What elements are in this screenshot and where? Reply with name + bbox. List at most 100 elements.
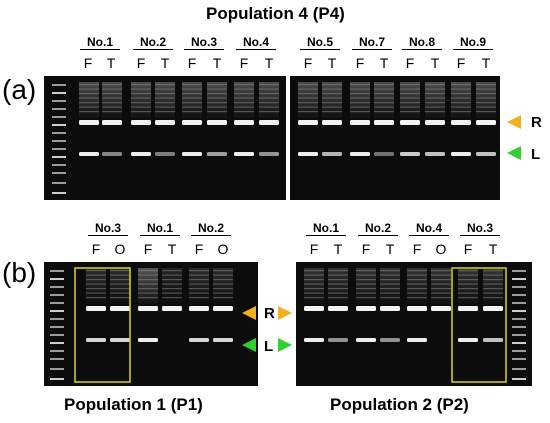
lower-band: [328, 338, 348, 342]
lane-label: T: [212, 55, 222, 71]
smear: [380, 268, 400, 304]
ladder-band: [50, 278, 64, 280]
smear-band: [79, 84, 99, 86]
lower-band: [350, 152, 370, 156]
smear-band: [451, 93, 471, 95]
upper-band: [155, 120, 175, 125]
smear-band: [162, 274, 182, 276]
smear-band: [298, 84, 318, 86]
smear-band: [400, 97, 420, 99]
smear-band: [425, 111, 445, 113]
ladder-band: [50, 368, 64, 370]
upper-band-arrow-b-left: [242, 306, 256, 320]
upper-band: [451, 120, 471, 125]
smear: [79, 82, 99, 118]
ladder-band: [512, 334, 526, 336]
ladder-band: [52, 164, 66, 166]
smear-band: [138, 283, 158, 285]
ladder-band: [512, 378, 526, 380]
smear-band: [431, 279, 451, 281]
ladder-band: [52, 140, 66, 142]
smear-band: [79, 88, 99, 90]
lane-label: F: [463, 241, 473, 257]
ladder-band: [50, 286, 64, 288]
ladder-band: [52, 84, 66, 86]
band-label-r-a: R: [531, 114, 542, 131]
upper-band: [425, 120, 445, 125]
upper-band: [356, 306, 376, 311]
smear-band: [350, 88, 370, 90]
smear: [189, 268, 209, 304]
smear-band: [234, 88, 254, 90]
lower-band: [213, 338, 233, 342]
smear: [483, 268, 503, 304]
smear-band: [328, 297, 348, 299]
highlight-box-p1: [74, 267, 131, 383]
smear-band: [189, 297, 209, 299]
smear-band: [425, 97, 445, 99]
smear-band: [451, 88, 471, 90]
smear-band: [79, 106, 99, 108]
smear: [259, 82, 279, 118]
smear-band: [322, 106, 342, 108]
smear-band: [213, 297, 233, 299]
smear-band: [476, 106, 496, 108]
smear-band: [350, 111, 370, 113]
smear-band: [458, 283, 478, 285]
panel-label-a: (a): [2, 74, 37, 105]
title-population-1: Population 1 (P1): [64, 395, 203, 414]
smear-band: [431, 288, 451, 290]
smear-band: [328, 279, 348, 281]
smear-band: [86, 279, 106, 281]
smear-band: [328, 270, 348, 272]
ladder-band: [512, 294, 526, 296]
smear-band: [350, 97, 370, 99]
smear-band: [259, 93, 279, 95]
lower-band: [259, 152, 279, 156]
band-label-r-b: R: [264, 305, 275, 322]
smear-band: [431, 283, 451, 285]
upper-band: [483, 306, 503, 311]
smear-band: [374, 111, 394, 113]
lower-band-arrow-a: [507, 146, 521, 160]
smear: [213, 268, 233, 304]
sample-header-b-no2: No.2: [191, 222, 231, 236]
lane-label: F: [405, 55, 415, 71]
smear-band: [451, 84, 471, 86]
smear-band: [110, 297, 130, 299]
smear-band: [356, 270, 376, 272]
smear-band: [189, 274, 209, 276]
lane-label: F: [136, 55, 146, 71]
smear-band: [79, 93, 99, 95]
lane-label: F: [303, 55, 313, 71]
lower-band: [131, 152, 151, 156]
upper-band: [304, 306, 324, 311]
smear: [182, 82, 202, 118]
upper-band: [213, 306, 233, 311]
upper-band: [380, 306, 400, 311]
smear-band: [476, 93, 496, 95]
lower-band: [451, 152, 471, 156]
smear-band: [458, 279, 478, 281]
smear-band: [259, 84, 279, 86]
smear-band: [322, 93, 342, 95]
lane-label: T: [488, 241, 498, 257]
smear-band: [298, 97, 318, 99]
lane-label: T: [379, 55, 389, 71]
smear: [304, 268, 324, 304]
smear-band: [102, 102, 122, 104]
lane-label: T: [327, 55, 337, 71]
smear: [207, 82, 227, 118]
smear-band: [425, 88, 445, 90]
smear-band: [304, 274, 324, 276]
smear-band: [407, 283, 427, 285]
upper-band: [162, 306, 182, 311]
smear-band: [79, 102, 99, 104]
smear-band: [380, 297, 400, 299]
upper-band: [138, 306, 158, 311]
lane-label: F: [239, 55, 249, 71]
sample-header-b2-no1: No.1: [306, 222, 346, 236]
smear-band: [407, 279, 427, 281]
smear-band: [322, 102, 342, 104]
